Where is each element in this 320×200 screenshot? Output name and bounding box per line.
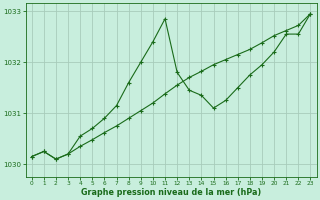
X-axis label: Graphe pression niveau de la mer (hPa): Graphe pression niveau de la mer (hPa) [81,188,261,197]
